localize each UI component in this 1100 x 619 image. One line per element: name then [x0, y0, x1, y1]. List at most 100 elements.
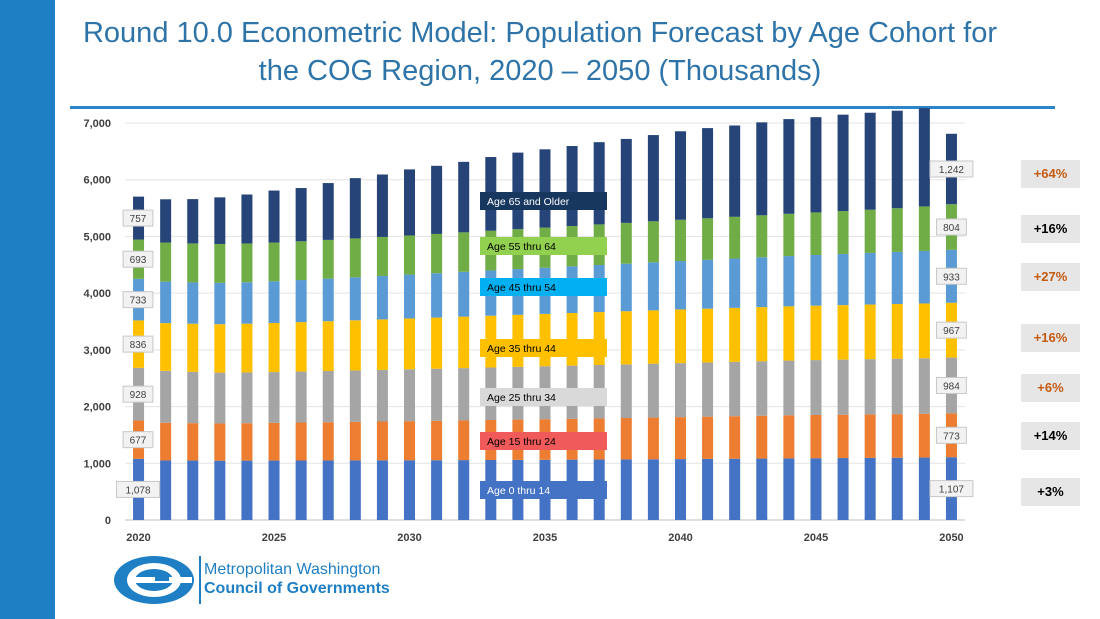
bar-segment	[891, 414, 903, 458]
bar-segment	[864, 252, 876, 305]
bar-segment	[512, 152, 524, 230]
end-value-label-box	[936, 321, 967, 339]
bar-segment	[349, 320, 361, 371]
bar-segment	[431, 273, 443, 318]
bar-segment	[729, 307, 741, 362]
bar-segment	[160, 370, 172, 423]
bar-segment	[783, 256, 795, 307]
bar-segment	[458, 316, 470, 369]
bar-segment	[674, 261, 686, 310]
bar-segment	[295, 322, 307, 372]
end-value-label-box	[936, 267, 967, 285]
bar-segment	[620, 222, 632, 264]
y-tick-label: 0	[105, 515, 111, 527]
x-tick-label: 2025	[262, 532, 286, 544]
bar-segment	[674, 219, 686, 262]
bar-segment	[647, 417, 659, 460]
bar-segment	[268, 242, 280, 282]
bar-segment	[647, 221, 659, 263]
bar-segment	[214, 282, 226, 325]
end-value-label: 804	[943, 223, 960, 234]
series-tag-label: Age 35 thru 44	[487, 343, 556, 355]
bar-segment	[837, 305, 849, 360]
bar-segment	[431, 420, 443, 461]
bar-segment	[756, 215, 768, 258]
bar-segment	[268, 372, 280, 423]
y-tick-label: 3,000	[83, 345, 111, 357]
percent-change-badge: +6%	[1021, 374, 1080, 402]
x-tick-label: 2040	[668, 532, 692, 544]
bar-segment	[837, 253, 849, 306]
series-tag	[480, 481, 607, 499]
bar-segment	[404, 460, 416, 520]
bar-segment	[404, 421, 416, 461]
page-title: Round 10.0 Econometric Model: Population…	[82, 17, 997, 87]
bar-segment	[566, 146, 578, 226]
series-tag	[480, 388, 607, 406]
bar-segment	[458, 161, 470, 233]
bar-segment	[241, 282, 253, 324]
series-tag	[480, 339, 607, 357]
bar-segment	[918, 413, 930, 458]
bar-segment	[160, 323, 172, 371]
series-tag-label: Age 65 and Older	[487, 196, 570, 208]
bar-segment	[620, 263, 632, 312]
bar-segment	[322, 371, 334, 423]
bar-segment	[620, 364, 632, 419]
bar-segment	[729, 361, 741, 417]
y-tick-label: 5,000	[83, 231, 111, 243]
bar-segment	[376, 275, 388, 320]
bar-segment	[891, 110, 903, 209]
bar-segment	[431, 233, 443, 274]
bar-segment	[810, 360, 822, 415]
bar-segment	[349, 277, 361, 321]
end-value-label-box	[936, 426, 967, 444]
bar-segment	[891, 358, 903, 415]
bar-segment	[214, 243, 226, 283]
end-value-label: 984	[943, 381, 960, 392]
bar-segment	[404, 169, 416, 236]
bar-segment	[322, 278, 334, 322]
bar-segment	[783, 213, 795, 257]
bar-segment	[241, 243, 253, 283]
bar-segment	[295, 371, 307, 423]
bar-segment	[674, 417, 686, 460]
end-value-label-box	[936, 218, 967, 236]
bar-segment	[837, 211, 849, 254]
start-value-label-box	[122, 291, 154, 309]
bar-segment	[783, 306, 795, 361]
bar-segment	[160, 422, 172, 461]
bar-segment	[756, 361, 768, 416]
bar-segment	[864, 209, 876, 253]
bar-segment	[918, 358, 930, 414]
bar-segment	[702, 362, 714, 417]
bar-segment	[458, 460, 470, 520]
percent-change-badge: +16%	[1021, 215, 1080, 243]
bar-segment	[322, 422, 334, 461]
bar-segment	[458, 232, 470, 272]
bar-segment	[620, 138, 632, 223]
start-value-label: 677	[130, 436, 147, 447]
bar-segment	[674, 131, 686, 220]
bar-segment	[295, 422, 307, 461]
bar-segment	[783, 119, 795, 214]
end-value-label: 967	[943, 326, 960, 337]
bar-segment	[404, 318, 416, 370]
bar-segment	[918, 206, 930, 251]
x-tick-label: 2035	[533, 532, 557, 544]
bar-segment	[864, 112, 876, 210]
bar-segment	[810, 414, 822, 459]
bar-segment	[864, 457, 876, 520]
left-accent-bar	[0, 0, 55, 619]
end-value-label: 1,107	[939, 485, 964, 496]
bar-segment	[295, 460, 307, 520]
bar-segment	[187, 282, 199, 324]
bar-segment	[810, 305, 822, 361]
bar-segment	[702, 218, 714, 260]
bar-segment	[349, 370, 361, 422]
bar-segment	[214, 372, 226, 424]
bar-segment	[918, 250, 930, 304]
bar-segment	[620, 311, 632, 365]
bar-segment	[729, 258, 741, 308]
start-value-label-box	[122, 250, 154, 268]
